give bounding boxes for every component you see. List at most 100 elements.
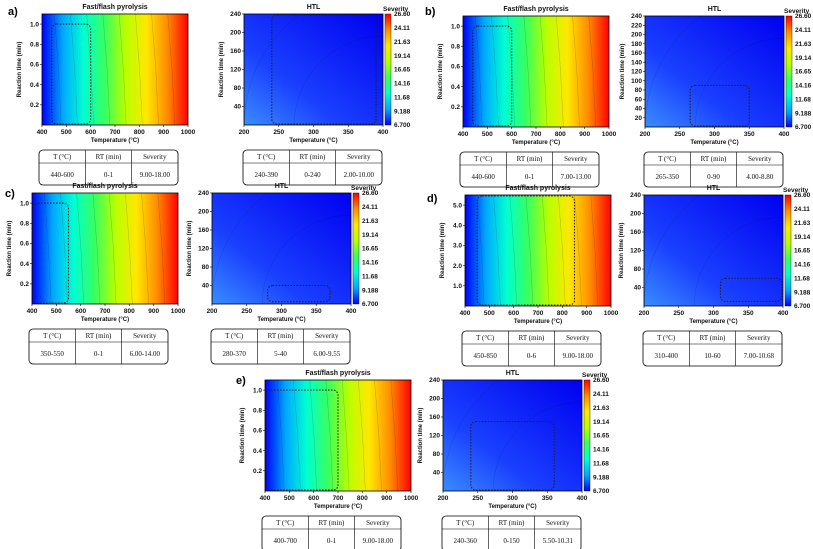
- y-axis-label: Reaction time (min): [438, 44, 444, 100]
- contour-lines: [276, 380, 399, 491]
- contour-lines: [644, 195, 783, 306]
- colorbar-tick-label: 11.68: [794, 275, 810, 282]
- x-tick-label: 700: [100, 308, 111, 315]
- table-header-cell: Severity: [747, 334, 771, 342]
- contour-line: [76, 193, 84, 304]
- y-tick-label: 160: [230, 48, 241, 55]
- table-cell: 440-600: [471, 173, 495, 181]
- contour-line: [135, 14, 143, 125]
- pyrolysis-panel: Fast/flash pyrolysis 400 500 600 700 800 900 10…: [8, 4, 196, 186]
- plot-title: HTL: [275, 183, 289, 190]
- operating-region: [267, 284, 331, 303]
- y-tick-label: 0.8: [30, 41, 39, 48]
- y-tick-label: 80: [433, 451, 441, 458]
- pyrolysis-panel: Fast/flash pyrolysis 400 500 600 700 800 900 10…: [427, 185, 619, 367]
- contour-line: [588, 16, 597, 127]
- colorbar-tick-label: 21.63: [794, 220, 811, 227]
- y-tick-label: 3.0: [453, 243, 462, 250]
- x-tick-label: 200: [239, 129, 250, 136]
- colorbar-title: Severity: [383, 6, 409, 13]
- operating-region: [51, 23, 92, 125]
- y-tick-label: 40: [234, 104, 242, 111]
- colorbar: [384, 13, 392, 126]
- y-tick-label: 120: [230, 67, 241, 74]
- heatmap-field: [212, 193, 351, 304]
- x-tick-label: 200: [207, 308, 218, 315]
- y-tick-label: 0.6: [30, 62, 39, 69]
- colorbar-tick-label: 16.65: [794, 248, 811, 255]
- colorbar-tick-label: 26.60: [794, 192, 811, 199]
- colorbar-tick-label: 9.188: [362, 287, 379, 294]
- x-axis-label: Temperature (°C): [690, 140, 738, 146]
- table-header-cell: Severity: [564, 155, 588, 163]
- x-tick-label: 350: [743, 310, 754, 317]
- contour-line: [244, 14, 301, 125]
- colorbar-tick-label: 19.14: [795, 55, 812, 62]
- x-tick-label: 250: [673, 310, 684, 317]
- plot-title: HTL: [506, 370, 520, 377]
- y-axis-label: Reaction time (min): [17, 42, 23, 98]
- contour-line: [53, 14, 62, 125]
- table-cell: 5.50-10.31: [543, 537, 574, 545]
- y-tick-label: 200: [429, 396, 440, 403]
- colorbar-tick-label: 26.60: [593, 377, 610, 384]
- summary-table: [242, 149, 383, 186]
- x-tick-label: 700: [333, 495, 344, 502]
- y-tick-label: 40: [634, 285, 642, 292]
- table-header-cell: Severity: [133, 332, 157, 340]
- y-axis-label: Reaction time (min): [219, 42, 225, 98]
- table-header-cell: RT (min): [319, 519, 345, 527]
- colorbar-tick-label: 6.700: [394, 122, 411, 129]
- x-tick-label: 900: [381, 495, 392, 502]
- contour-line: [390, 380, 399, 491]
- x-tick-label: 200: [640, 131, 651, 138]
- contour-line: [645, 16, 702, 127]
- htl-panel: HTL 200 250 300 350 400 Temperature (°C) 40 80 12…: [219, 4, 411, 186]
- x-tick-label: 200: [639, 310, 650, 317]
- y-tick-label: 0.6: [253, 428, 262, 435]
- x-tick-label: 800: [134, 129, 145, 136]
- contour-line: [374, 380, 382, 491]
- table-header-cell: Severity: [143, 153, 167, 161]
- y-tick-label: 160: [630, 229, 641, 236]
- y-tick-label: 220: [631, 22, 642, 29]
- y-tick-label: 0.8: [253, 407, 262, 414]
- contour-line: [507, 16, 515, 127]
- contour-lines: [443, 380, 582, 491]
- htl-panel: HTL 200 250 300 350 400 Temperature (°C) 20 40 60…: [620, 6, 812, 188]
- x-tick-label: 800: [357, 495, 368, 502]
- colorbar-tick-label: 16.65: [362, 246, 379, 253]
- x-tick-label: 600: [75, 308, 86, 315]
- x-tick-label: 600: [506, 131, 517, 138]
- heatmap-field: [463, 16, 609, 127]
- contour-line: [574, 195, 582, 306]
- contour-line: [541, 195, 550, 306]
- colorbar-tick-label: 11.68: [394, 94, 410, 101]
- y-axis-label: Reaction time (min): [619, 223, 625, 279]
- htl-panel: HTL 200 250 300 350 400 Temperature (°C) 40 80 12…: [187, 183, 379, 365]
- y-tick-label: 60: [635, 96, 643, 103]
- heatmap-field: [645, 16, 784, 127]
- y-tick-label: 160: [198, 227, 209, 234]
- table-header-cell: Severity: [315, 332, 339, 340]
- x-tick-label: 1000: [181, 129, 196, 136]
- x-tick-label: 350: [311, 308, 322, 315]
- table-header-cell: Severity: [366, 519, 390, 527]
- contour-line: [556, 16, 564, 127]
- colorbar-tick-label: 9.188: [593, 474, 610, 481]
- y-tick-label: 180: [631, 41, 642, 48]
- x-axis-label: Temperature (°C): [314, 504, 362, 510]
- colorbar-tick-label: 16.65: [795, 69, 812, 76]
- y-tick-label: 0.8: [451, 43, 460, 50]
- table-cell: 2.00-10.00: [344, 171, 375, 179]
- x-axis-label: Temperature (°C): [91, 138, 139, 144]
- htl-panel: HTL 200 250 300 350 400 Temperature (°C) 40 80 12…: [619, 185, 811, 367]
- summary-table: [461, 330, 602, 367]
- y-tick-label: 40: [433, 470, 441, 477]
- table-cell: 5-40: [274, 350, 287, 358]
- colorbar-title: Severity: [783, 187, 809, 194]
- contour-line: [341, 380, 350, 491]
- x-tick-label: 700: [110, 129, 121, 136]
- x-tick-label: 400: [260, 495, 271, 502]
- heatmap-field: [443, 380, 582, 491]
